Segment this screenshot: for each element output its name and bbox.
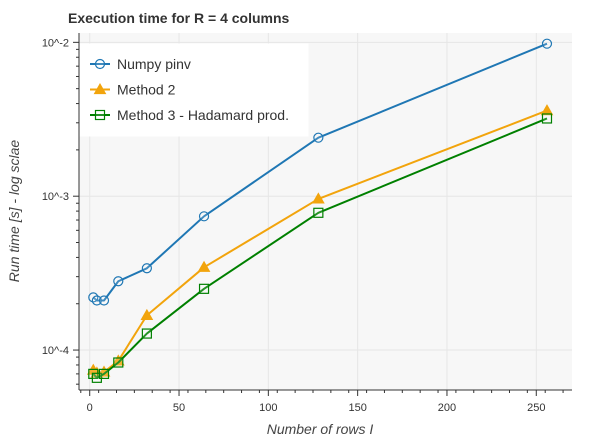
legend-entry-2: Method 2 [90, 82, 176, 98]
legend: Numpy pinv Method 2 Method 3 - Hadamard pr… [79, 43, 309, 137]
data-point [540, 104, 554, 116]
x-tick-label: 200 [438, 402, 456, 414]
chart-title: Execution time for R = 4 columns [68, 10, 290, 26]
data-point [141, 328, 152, 339]
y-tick-label: 10^-3 [42, 191, 69, 203]
x-axis-label: Number of rows I [267, 421, 374, 437]
legend-marker [94, 58, 106, 70]
legend-entry-3: Method 3 - Hadamard prod. [90, 107, 289, 123]
data-point [197, 260, 211, 272]
data-point [98, 295, 110, 306]
ticks: 0 50 100 150 200 250 10^-4 10^-3 10^-2 [42, 37, 564, 414]
legend-box [79, 43, 309, 137]
x-tick-label: 150 [348, 402, 366, 414]
legend-entry-1: Numpy pinv [90, 56, 191, 72]
data-point [113, 357, 124, 368]
data-point [91, 295, 102, 306]
data-point [140, 308, 154, 321]
series-3 [88, 113, 553, 383]
data-point [541, 113, 553, 124]
x-tick-label: 250 [527, 402, 545, 414]
legend-marker [94, 109, 106, 121]
x-tick-label: 100 [259, 402, 277, 414]
data-point [313, 207, 324, 218]
y-axis-label: Run time [s] - log sclae [6, 140, 22, 283]
series-line [92, 42, 548, 302]
series-layer [86, 38, 554, 383]
series-1 [88, 38, 553, 306]
legend-label: Numpy pinv [117, 56, 191, 72]
data-point [141, 263, 152, 274]
data-point [113, 276, 124, 287]
x-tick-label: 50 [173, 402, 185, 414]
y-tick-label: 10^-4 [42, 345, 69, 357]
data-point [198, 283, 210, 294]
legend-label: Method 2 [117, 82, 176, 98]
data-point [98, 368, 110, 379]
data-point [313, 132, 324, 143]
legend-marker [93, 82, 107, 95]
legend-label: Method 3 - Hadamard prod. [117, 107, 289, 123]
data-point [198, 211, 210, 222]
x-tick-label: 0 [87, 402, 93, 414]
data-point [541, 38, 553, 49]
y-tick-label: 10^-2 [42, 37, 69, 49]
data-point [311, 192, 325, 204]
